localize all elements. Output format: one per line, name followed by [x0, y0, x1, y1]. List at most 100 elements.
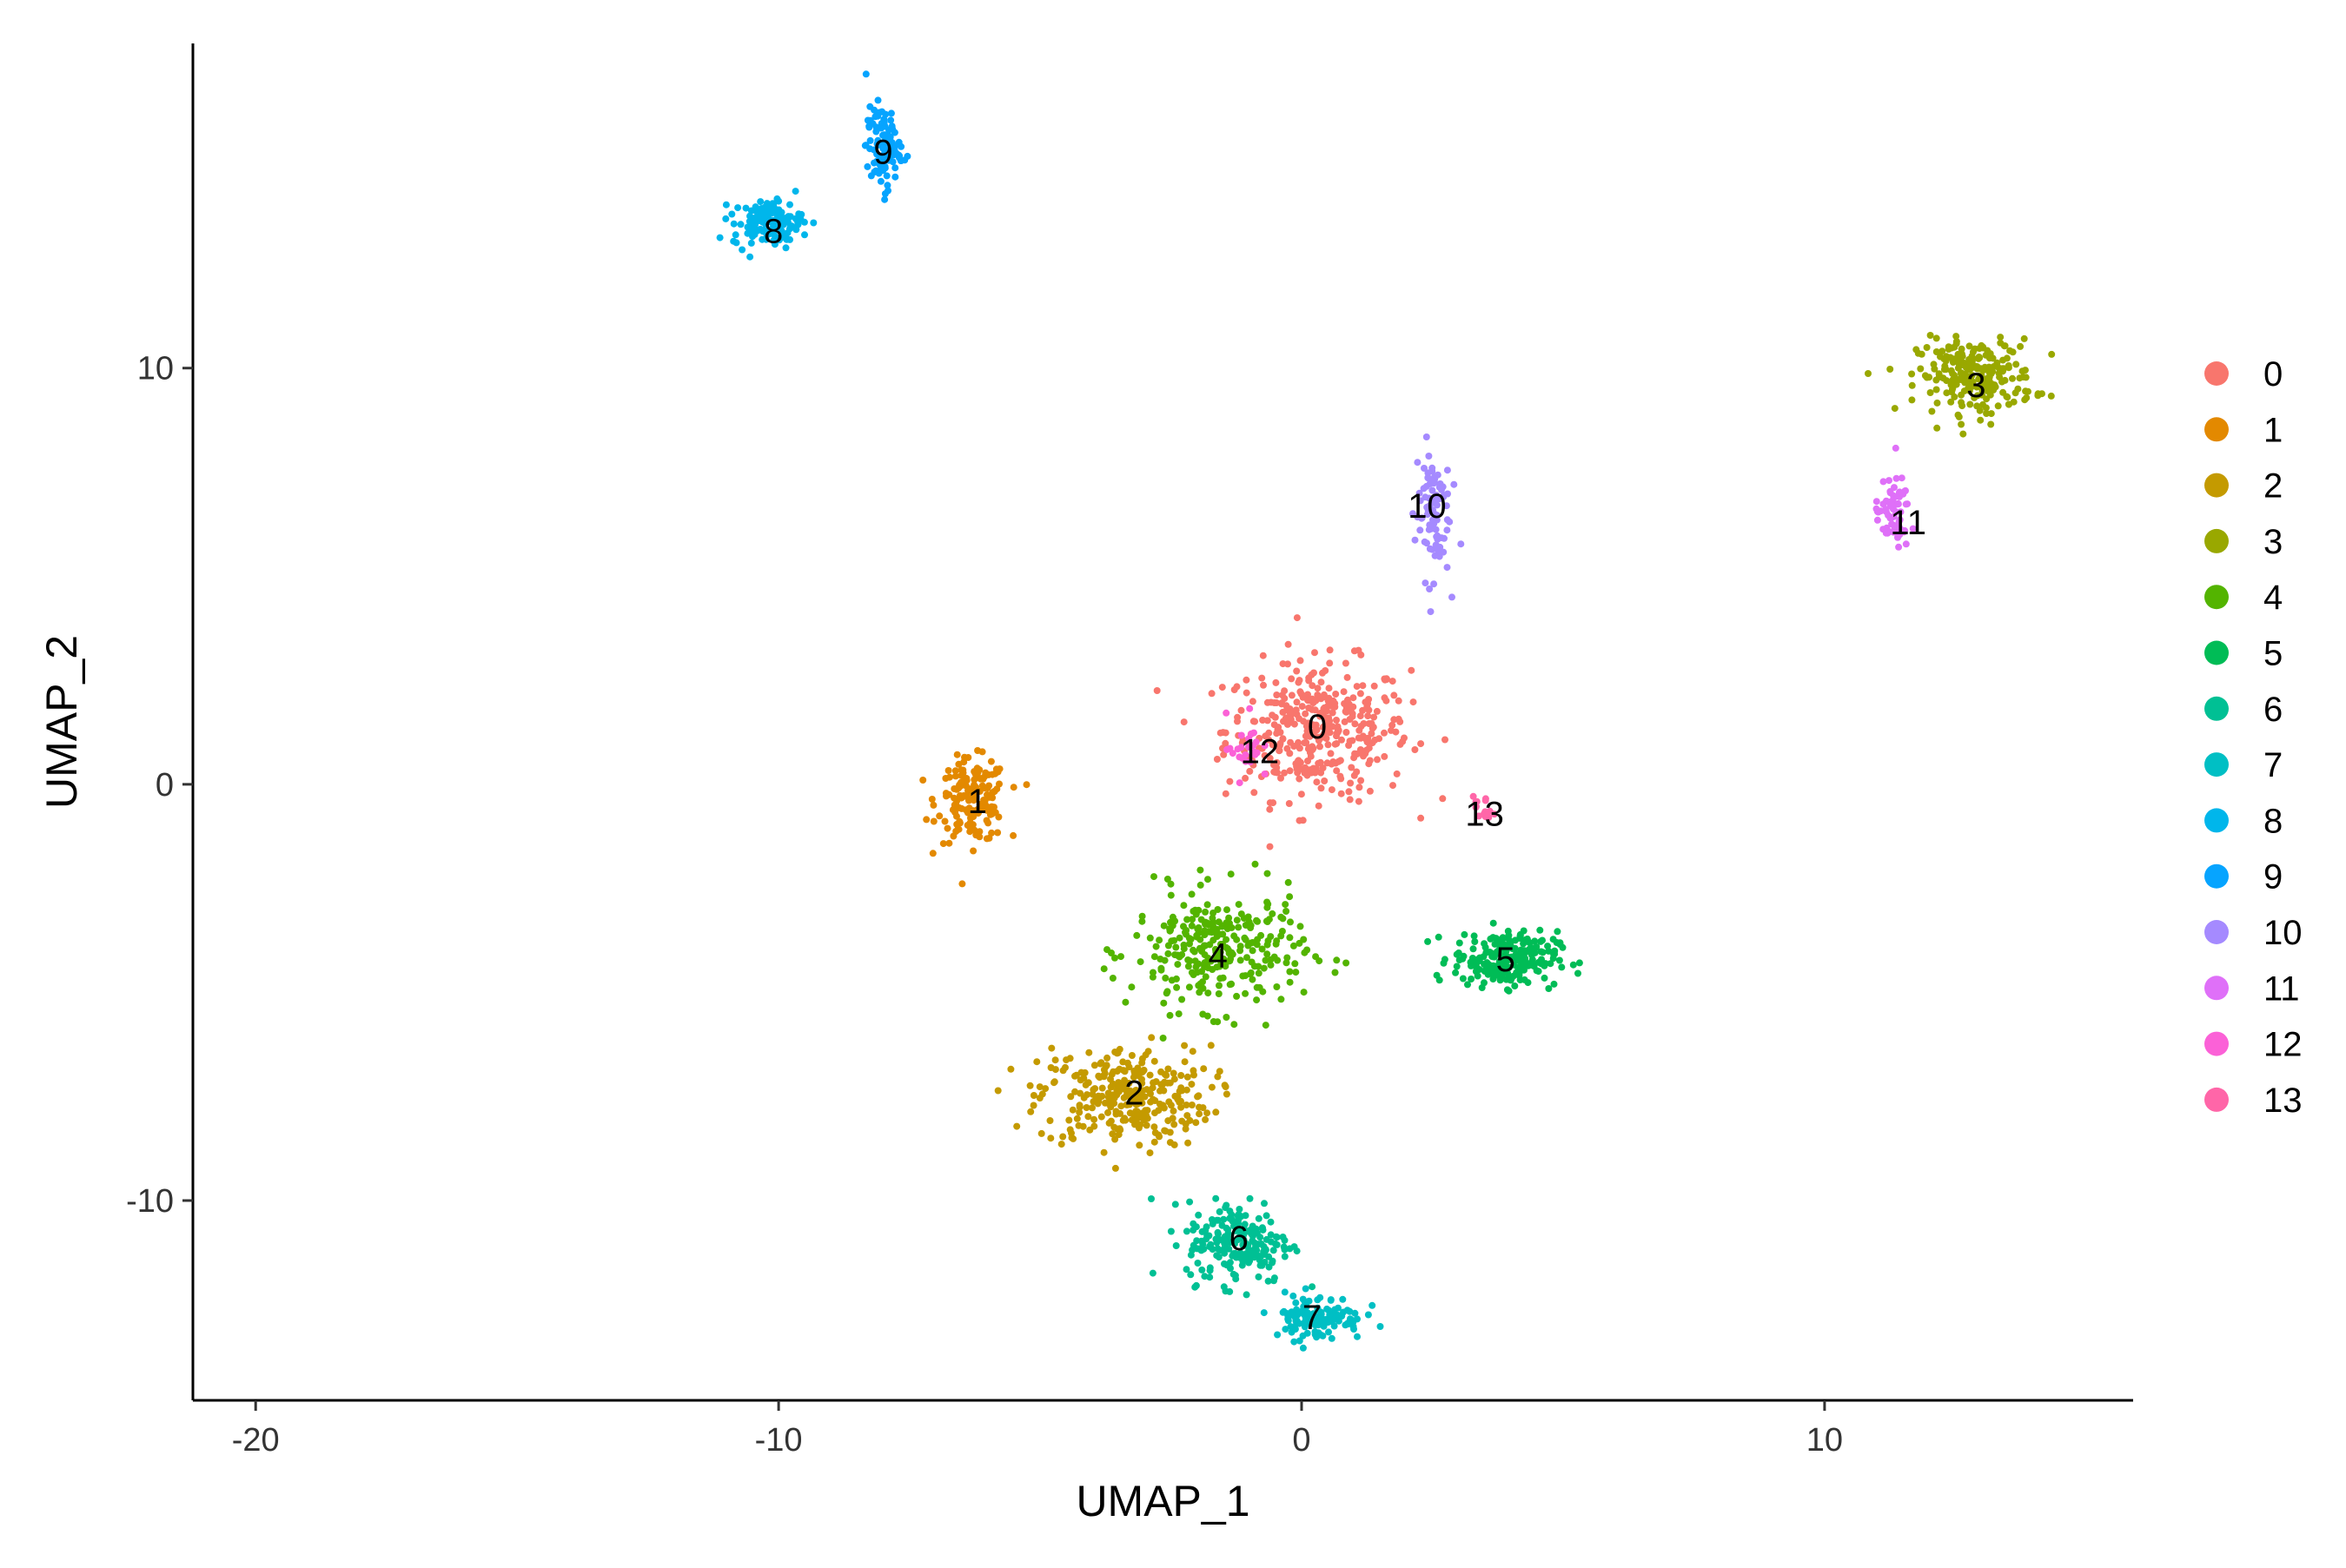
data-point — [1272, 678, 1280, 686]
data-point — [881, 195, 889, 203]
legend-label-4: 4 — [2263, 579, 2283, 617]
data-point — [1359, 682, 1367, 690]
x-tick-label: -20 — [232, 1422, 280, 1459]
data-point — [1376, 1323, 1384, 1330]
data-point — [1111, 1135, 1119, 1143]
data-point — [1547, 960, 1554, 968]
data-point — [1081, 1068, 1089, 1076]
data-point — [1223, 709, 1230, 717]
data-point — [1455, 956, 1463, 964]
data-point — [1156, 956, 1164, 963]
data-point — [1428, 525, 1435, 533]
data-point — [1175, 1010, 1183, 1018]
data-point — [1323, 703, 1331, 711]
data-point — [1204, 921, 1212, 929]
data-point — [1327, 750, 1335, 758]
data-point — [1417, 740, 1425, 748]
legend-key-3 — [2204, 528, 2229, 553]
data-point — [1198, 1266, 1206, 1274]
data-point — [1223, 1090, 1230, 1098]
data-point — [1203, 901, 1211, 909]
data-point — [1193, 969, 1201, 976]
data-point — [1216, 1068, 1223, 1075]
cluster-13-points — [1469, 792, 1498, 822]
data-point — [1150, 1138, 1158, 1146]
data-point — [1265, 1263, 1273, 1271]
data-point — [1342, 659, 1349, 667]
data-point — [1177, 1072, 1185, 1079]
data-point — [882, 110, 890, 118]
data-point — [984, 784, 991, 792]
data-point — [1122, 998, 1130, 1006]
data-point — [1998, 378, 2005, 386]
data-point — [1265, 736, 1273, 744]
cluster-label-4: 4 — [1209, 936, 1228, 975]
data-point — [747, 239, 755, 247]
data-point — [1370, 682, 1378, 690]
legend-label-7: 7 — [2263, 746, 2283, 784]
data-point — [1434, 532, 1441, 539]
data-point — [1273, 730, 1281, 738]
data-point — [1174, 961, 1182, 969]
data-point — [973, 806, 981, 814]
data-point — [1453, 950, 1461, 958]
data-point — [1252, 1225, 1260, 1233]
data-point — [1468, 976, 1475, 982]
cluster-2-points — [994, 1034, 1230, 1172]
data-point — [1302, 738, 1310, 746]
data-point — [1500, 940, 1507, 948]
data-point — [1181, 1042, 1189, 1049]
data-point — [1169, 1115, 1176, 1122]
data-point — [1317, 769, 1325, 777]
data-point — [1362, 698, 1369, 706]
data-point — [1966, 400, 1974, 408]
data-point — [1464, 981, 1471, 989]
data-point — [1236, 956, 1244, 964]
data-point — [1424, 474, 1432, 481]
data-point — [1250, 729, 1257, 737]
data-point — [1358, 747, 1366, 755]
data-point — [1508, 945, 1516, 953]
data-point — [1390, 691, 1398, 699]
data-point — [1474, 956, 1481, 963]
data-point — [1229, 1217, 1236, 1225]
data-point — [1329, 697, 1337, 705]
data-point — [970, 797, 978, 804]
data-point — [1131, 1092, 1138, 1100]
data-point — [1226, 1207, 1234, 1215]
data-point — [1261, 742, 1269, 750]
data-point — [1190, 1227, 1197, 1234]
data-point — [874, 136, 882, 144]
data-point — [1288, 691, 1296, 699]
data-point — [1259, 652, 1267, 659]
data-point — [1312, 953, 1320, 961]
data-point — [1104, 1089, 1112, 1097]
data-point — [1429, 506, 1437, 514]
data-point — [1308, 671, 1315, 678]
legend-key-13 — [2204, 1087, 2229, 1112]
data-point — [1355, 726, 1363, 734]
data-point — [954, 784, 961, 792]
data-point — [1513, 956, 1521, 963]
data-point — [1046, 1117, 1054, 1124]
data-point — [2006, 347, 2014, 354]
data-point — [792, 226, 800, 234]
data-point — [1305, 677, 1313, 685]
data-point — [1147, 1090, 1154, 1097]
data-point — [1156, 1087, 1163, 1095]
data-point — [958, 794, 965, 802]
data-point — [1160, 922, 1168, 930]
data-point — [976, 828, 984, 836]
cluster-label-5: 5 — [1496, 941, 1515, 979]
data-point — [801, 231, 808, 239]
data-point — [1295, 738, 1302, 746]
data-point — [1254, 917, 1262, 925]
data-point — [1258, 674, 1266, 682]
data-point — [1343, 673, 1351, 681]
data-point — [1138, 1075, 1145, 1083]
data-point — [1959, 430, 1967, 438]
data-point — [1958, 391, 1965, 399]
data-point — [1183, 927, 1190, 934]
data-point — [1882, 506, 1890, 513]
data-point — [1435, 976, 1443, 984]
